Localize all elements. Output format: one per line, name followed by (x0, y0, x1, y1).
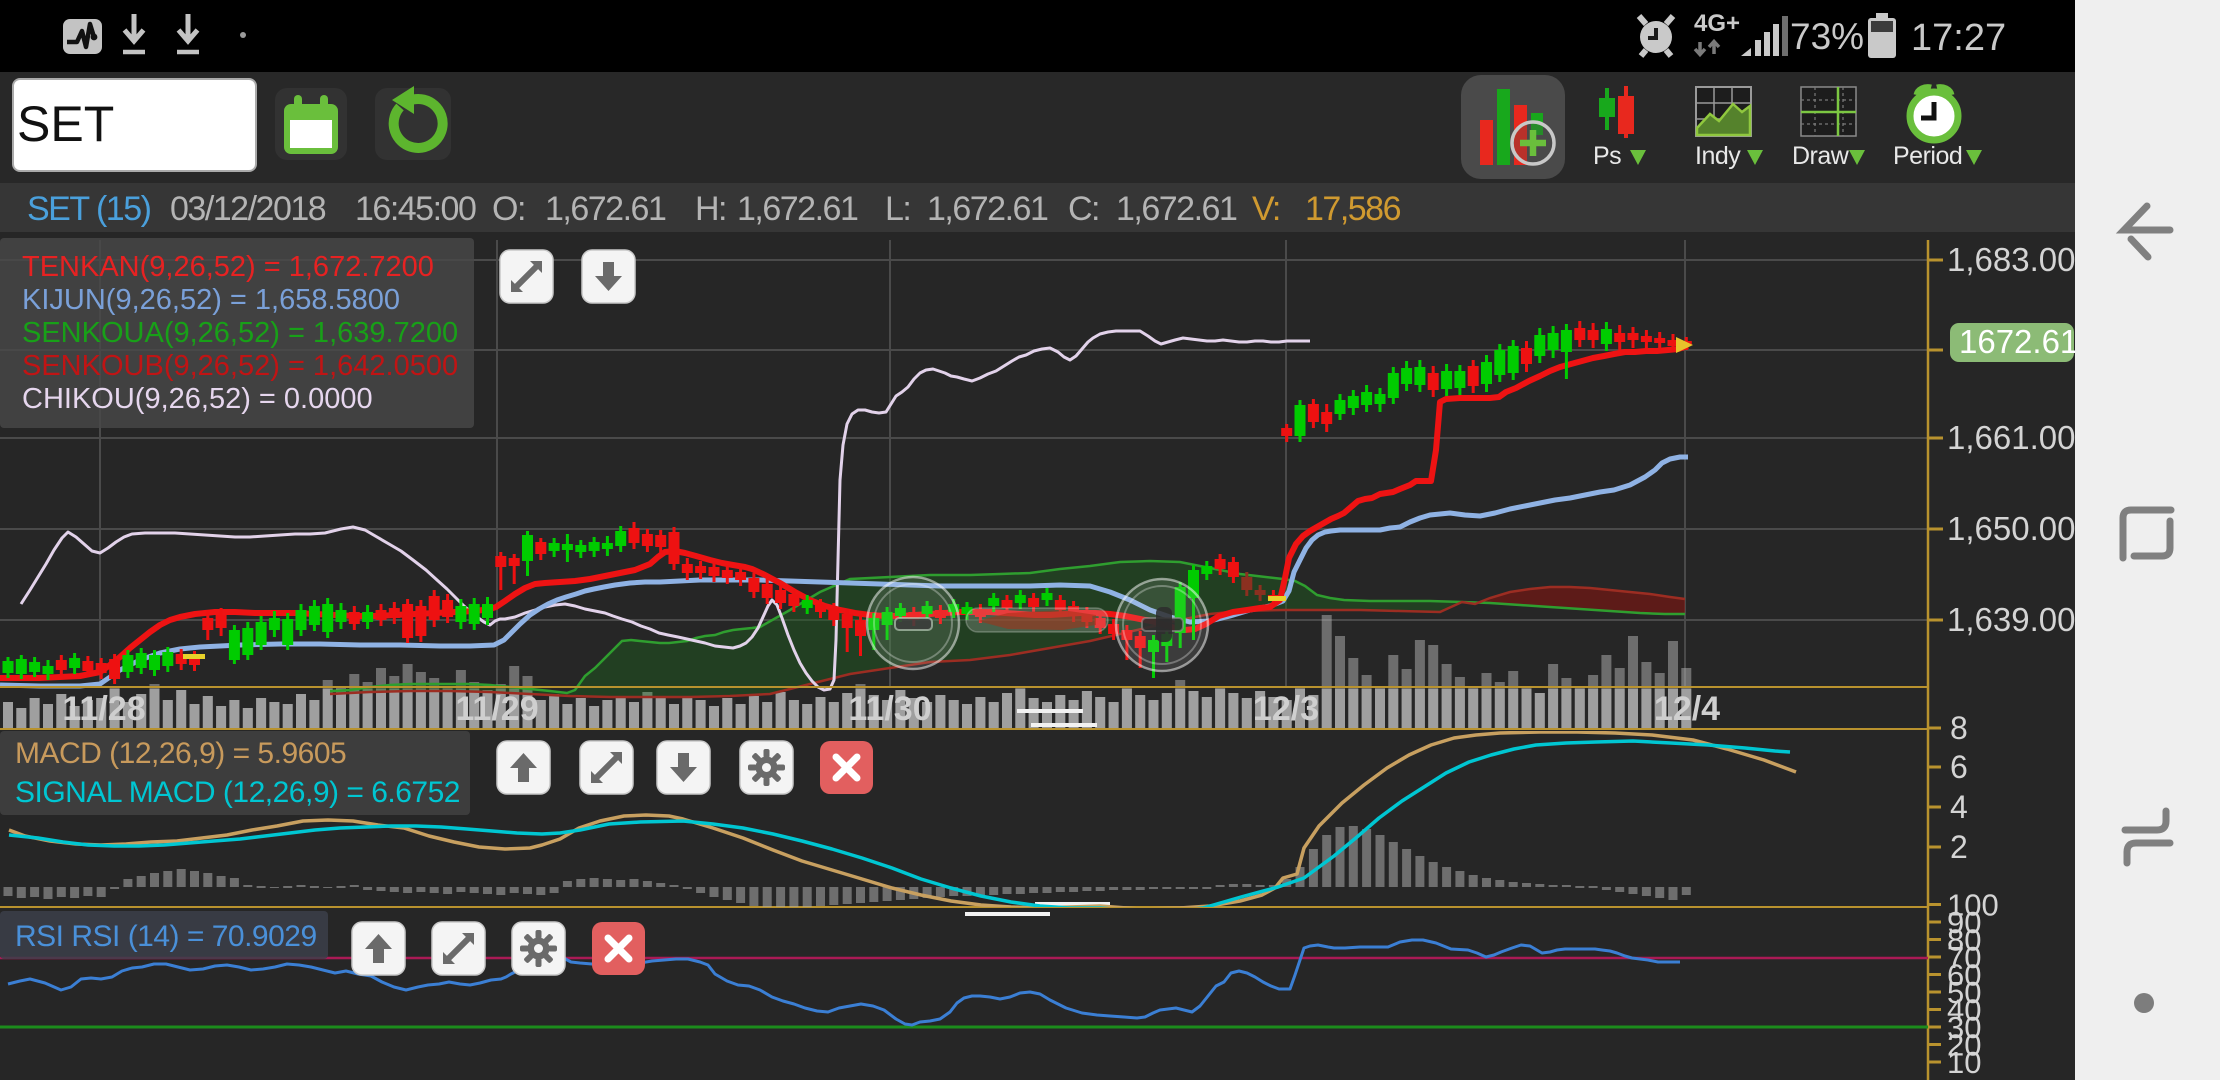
svg-text:20: 20 (1947, 1028, 1981, 1063)
svg-text:73%: 73% (1790, 16, 1864, 57)
svg-text:8: 8 (1950, 710, 1968, 746)
svg-text:1,683.00: 1,683.00 (1947, 241, 2075, 278)
svg-text:RSI RSI (14) = 70.9029: RSI RSI (14) = 70.9029 (15, 920, 317, 953)
svg-text:11/30: 11/30 (848, 690, 931, 728)
svg-text:60: 60 (1947, 958, 1981, 993)
svg-text:SIGNAL MACD (12,26,9) = 6.6752: SIGNAL MACD (12,26,9) = 6.6752 (15, 776, 460, 809)
svg-text:CHIKOU(9,26,52) = 0.0000: CHIKOU(9,26,52) = 0.0000 (22, 383, 373, 415)
svg-text:1,661.00: 1,661.00 (1947, 419, 2075, 456)
svg-text:SENKOUA(9,26,52) = 1,639.7200: SENKOUA(9,26,52) = 1,639.7200 (22, 317, 458, 349)
svg-text:2: 2 (1950, 829, 1968, 865)
svg-text:4G+: 4G+ (1694, 10, 1740, 37)
svg-text:KIJUN(9,26,52) = 1,658.5800: KIJUN(9,26,52) = 1,658.5800 (22, 284, 400, 316)
svg-text:1,650.00: 1,650.00 (1947, 510, 2075, 547)
svg-text:70: 70 (1947, 940, 1981, 975)
svg-text:40: 40 (1947, 993, 1981, 1028)
svg-text:Period: Period (1893, 142, 1962, 170)
svg-text:MACD (12,26,9) = 5.9605: MACD (12,26,9) = 5.9605 (15, 737, 346, 770)
svg-text:50: 50 (1947, 975, 1981, 1010)
svg-text:100: 100 (1947, 888, 1999, 923)
svg-text:17:27: 17:27 (1911, 17, 2006, 59)
svg-text:6: 6 (1950, 749, 1968, 785)
svg-text:TENKAN(9,26,52) = 1,672.7200: TENKAN(9,26,52) = 1,672.7200 (22, 251, 434, 283)
svg-text:12/4: 12/4 (1654, 690, 1720, 728)
svg-text:Ps: Ps (1593, 142, 1621, 170)
svg-text:10: 10 (1947, 1045, 1981, 1080)
svg-text:11/28: 11/28 (62, 690, 145, 728)
svg-text:SENKOUB(9,26,52) = 1,642.0500: SENKOUB(9,26,52) = 1,642.0500 (22, 350, 458, 382)
svg-text:80: 80 (1947, 923, 1981, 958)
svg-text:1672.61: 1672.61 (1959, 323, 2075, 360)
svg-text:11/29: 11/29 (455, 690, 538, 728)
svg-text:Indy: Indy (1695, 142, 1741, 170)
svg-text:SET: SET (17, 96, 114, 152)
svg-text:12/3: 12/3 (1253, 690, 1319, 728)
svg-text:30: 30 (1947, 1010, 1981, 1045)
svg-text:Draw: Draw (1792, 142, 1850, 170)
svg-text:1,639.00: 1,639.00 (1947, 601, 2075, 638)
svg-text:4: 4 (1950, 789, 1968, 825)
svg-text:90: 90 (1947, 905, 1981, 940)
